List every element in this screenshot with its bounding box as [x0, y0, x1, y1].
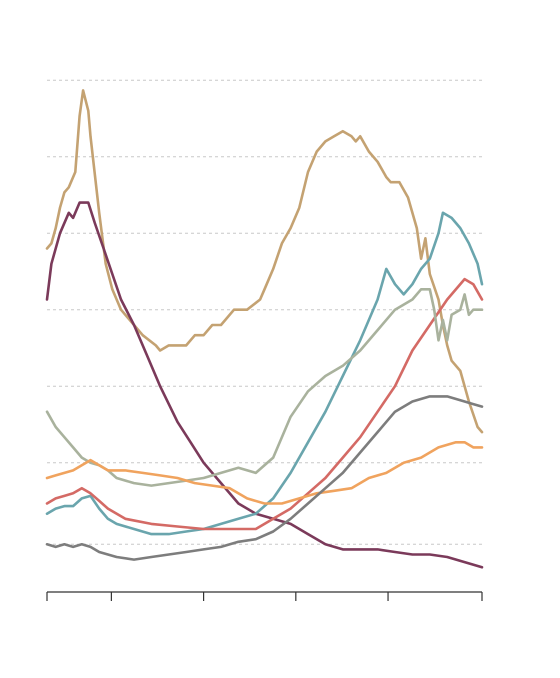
- series-line-4: [45, 287, 484, 487]
- series-line-6: [45, 395, 484, 561]
- series-line-0: [45, 89, 484, 434]
- gridlines: [47, 79, 482, 545]
- series-line-1: [45, 201, 484, 569]
- series-line-3: [45, 277, 484, 531]
- series-line-2: [45, 211, 484, 536]
- series-group: [45, 89, 484, 569]
- series-line-5: [45, 440, 484, 505]
- x-axis: [46, 591, 483, 601]
